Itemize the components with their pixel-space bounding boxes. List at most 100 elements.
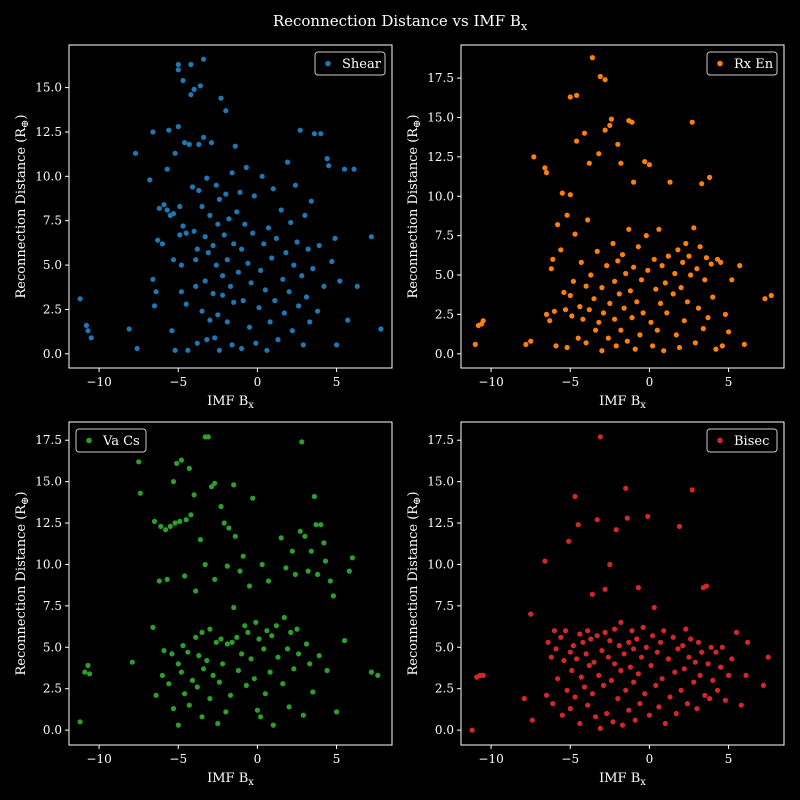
data-point xyxy=(189,184,196,190)
data-point xyxy=(583,283,589,289)
data-point xyxy=(270,186,276,192)
data-point xyxy=(631,179,637,185)
data-point xyxy=(662,720,668,727)
data-point xyxy=(575,335,581,341)
data-point xyxy=(250,230,256,236)
data-point xyxy=(169,651,175,657)
data-point xyxy=(316,653,322,659)
data-point xyxy=(646,162,653,168)
data-point xyxy=(218,95,224,101)
data-point xyxy=(566,538,572,544)
data-point xyxy=(310,266,316,272)
data-point xyxy=(550,701,556,707)
x-tick-label: 0 xyxy=(646,752,654,766)
data-point xyxy=(129,659,135,665)
data-point xyxy=(311,131,317,137)
data-point xyxy=(223,191,229,197)
data-point xyxy=(555,222,561,228)
y-tick-label-part: 12.5 xyxy=(35,125,62,139)
data-point xyxy=(710,677,716,684)
x-tick-label-part: 5 xyxy=(333,752,341,766)
data-point xyxy=(686,253,692,259)
data-point xyxy=(635,244,641,250)
data-point xyxy=(259,561,265,568)
data-point xyxy=(204,657,210,664)
y-tick-label: 0.0 xyxy=(43,723,62,737)
data-point xyxy=(220,273,226,279)
x-tick-label: 0 xyxy=(254,752,262,766)
legend-box xyxy=(75,428,147,453)
data-point xyxy=(664,310,670,316)
data-point xyxy=(178,669,184,675)
data-point xyxy=(292,571,298,578)
data-point xyxy=(708,644,714,650)
data-point xyxy=(635,671,641,677)
data-point xyxy=(648,319,654,325)
data-point xyxy=(672,270,678,277)
data-point xyxy=(261,646,267,652)
data-point xyxy=(246,583,253,589)
data-point xyxy=(166,681,172,687)
data-point xyxy=(172,520,178,526)
x-axis-label-part: x xyxy=(248,400,254,411)
data-point xyxy=(327,578,333,584)
data-point xyxy=(188,61,194,68)
data-point xyxy=(354,283,360,289)
data-point xyxy=(654,649,660,655)
data-point xyxy=(188,512,194,518)
legend-label-part: Rx En xyxy=(734,57,774,72)
x-tick-label: −10 xyxy=(86,752,111,766)
data-point xyxy=(270,722,276,728)
data-point xyxy=(612,278,618,284)
data-point xyxy=(531,154,537,160)
data-point xyxy=(253,340,259,346)
data-point xyxy=(738,702,744,708)
data-point xyxy=(305,246,311,252)
data-point xyxy=(229,170,235,176)
data-point xyxy=(699,649,705,655)
y-axis-label-part: ) xyxy=(406,491,421,496)
data-point xyxy=(610,719,616,725)
data-point xyxy=(585,702,591,708)
data-point xyxy=(175,67,181,73)
data-point xyxy=(216,679,222,685)
data-point xyxy=(196,141,202,147)
data-point xyxy=(681,666,687,672)
data-point xyxy=(567,649,573,655)
data-point xyxy=(599,348,605,354)
data-point xyxy=(183,301,189,307)
data-point xyxy=(657,300,664,306)
data-point xyxy=(224,257,230,263)
data-point xyxy=(589,55,596,61)
data-point xyxy=(550,256,556,262)
data-point xyxy=(283,250,289,256)
data-point xyxy=(713,346,719,352)
data-point xyxy=(591,659,597,665)
data-point xyxy=(585,628,591,634)
x-tick-label-part: −10 xyxy=(478,752,503,766)
data-point xyxy=(296,651,302,657)
data-point xyxy=(629,119,635,125)
data-point xyxy=(741,341,748,347)
data-point xyxy=(77,719,83,725)
data-point xyxy=(651,256,657,262)
data-point xyxy=(618,667,624,674)
data-point xyxy=(585,217,591,223)
data-point xyxy=(691,225,697,231)
y-tick-label: 7.5 xyxy=(43,599,62,613)
data-point xyxy=(232,143,238,149)
data-point xyxy=(602,77,608,83)
x-tick-label: 5 xyxy=(725,752,733,766)
data-point xyxy=(207,696,213,702)
y-axis-label-part: Reconnection Distance (R xyxy=(406,127,421,299)
data-point xyxy=(733,629,740,636)
y-tick-label-part: 15.0 xyxy=(35,475,62,489)
data-point xyxy=(318,522,324,528)
data-point xyxy=(273,235,279,241)
data-point xyxy=(697,244,703,250)
axes-frame xyxy=(68,44,393,369)
data-point xyxy=(640,310,646,316)
data-point xyxy=(159,241,165,247)
data-point xyxy=(245,629,251,636)
data-point xyxy=(208,484,215,490)
